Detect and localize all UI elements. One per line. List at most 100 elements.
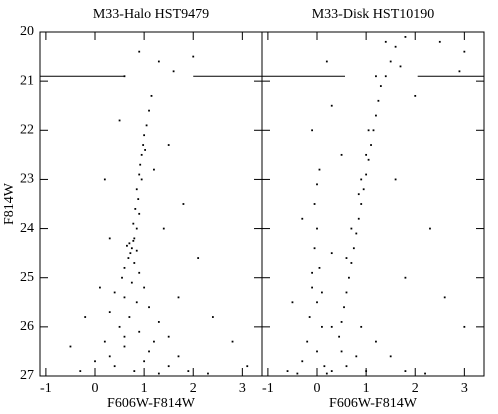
point xyxy=(306,340,309,343)
y-axis-label: F814W xyxy=(2,182,17,225)
point xyxy=(429,227,431,230)
point xyxy=(367,158,370,161)
point xyxy=(118,119,121,122)
y-tick-label: 27 xyxy=(20,368,34,383)
point xyxy=(167,335,170,338)
point xyxy=(375,75,377,78)
point xyxy=(301,217,304,220)
point xyxy=(103,178,106,181)
plot-frame xyxy=(261,31,485,377)
x-axis-label: F606W-F814W xyxy=(107,396,196,411)
y-tick-label: 24 xyxy=(20,221,34,236)
point xyxy=(211,316,214,318)
point xyxy=(330,370,333,372)
point xyxy=(153,340,155,343)
x-axis-label: F606W-F814W xyxy=(329,396,418,411)
point xyxy=(128,242,131,245)
x-tick-label: 3 xyxy=(461,381,468,396)
point xyxy=(316,227,318,230)
point xyxy=(365,173,368,176)
point xyxy=(197,257,200,259)
point xyxy=(340,153,343,156)
point xyxy=(375,114,377,117)
point xyxy=(318,168,321,171)
point xyxy=(340,321,343,323)
point xyxy=(140,153,143,156)
point xyxy=(79,370,82,372)
point xyxy=(296,372,299,375)
point xyxy=(311,286,313,289)
point xyxy=(138,50,141,53)
point xyxy=(177,355,180,358)
point xyxy=(321,291,323,294)
point xyxy=(370,144,372,146)
point xyxy=(360,178,363,181)
point xyxy=(330,104,333,107)
point xyxy=(108,355,111,358)
point xyxy=(129,252,132,255)
point xyxy=(399,65,402,68)
point xyxy=(135,249,138,252)
point xyxy=(313,203,316,205)
point xyxy=(138,330,141,333)
point xyxy=(308,316,311,318)
point xyxy=(99,286,101,289)
point xyxy=(133,262,136,264)
point xyxy=(323,365,326,368)
point xyxy=(350,262,353,264)
point xyxy=(182,203,185,205)
x-tick-label: 2 xyxy=(190,381,197,396)
point xyxy=(157,321,160,323)
point xyxy=(108,237,111,240)
x-tick-label: -1 xyxy=(40,381,52,396)
x-tick-label: 1 xyxy=(363,381,370,396)
point xyxy=(132,222,135,225)
point xyxy=(138,212,141,215)
point xyxy=(365,370,368,372)
y-tick-label: 26 xyxy=(20,319,34,334)
point xyxy=(187,370,190,372)
point xyxy=(135,188,138,191)
point xyxy=(231,340,234,343)
point xyxy=(123,345,126,348)
point xyxy=(311,129,313,132)
point xyxy=(313,247,316,250)
y-tick-label: 23 xyxy=(20,172,34,187)
y-tick-label: 20 xyxy=(20,24,34,39)
point xyxy=(157,60,160,63)
point xyxy=(137,198,140,200)
point xyxy=(463,325,466,328)
point xyxy=(172,70,175,73)
point xyxy=(138,271,141,274)
point xyxy=(162,227,165,230)
point xyxy=(126,244,128,247)
point xyxy=(438,40,441,43)
point xyxy=(113,291,116,294)
point xyxy=(458,70,461,73)
point xyxy=(143,134,146,137)
point xyxy=(345,257,348,259)
point xyxy=(145,124,148,127)
point xyxy=(394,45,397,48)
point xyxy=(463,50,466,53)
point xyxy=(355,232,358,235)
point xyxy=(138,173,141,176)
point xyxy=(135,227,138,230)
point xyxy=(355,355,358,358)
point xyxy=(311,271,313,274)
point xyxy=(135,301,138,304)
point xyxy=(130,247,133,250)
point xyxy=(325,60,328,63)
point xyxy=(108,311,111,314)
point xyxy=(316,183,318,186)
point xyxy=(394,178,397,181)
point xyxy=(133,370,136,372)
point xyxy=(69,345,72,348)
point xyxy=(414,94,417,97)
point xyxy=(365,153,368,156)
point xyxy=(345,291,348,294)
point xyxy=(384,40,387,43)
point xyxy=(133,237,136,240)
x-tick-label: 0 xyxy=(92,381,99,396)
point xyxy=(139,163,142,166)
